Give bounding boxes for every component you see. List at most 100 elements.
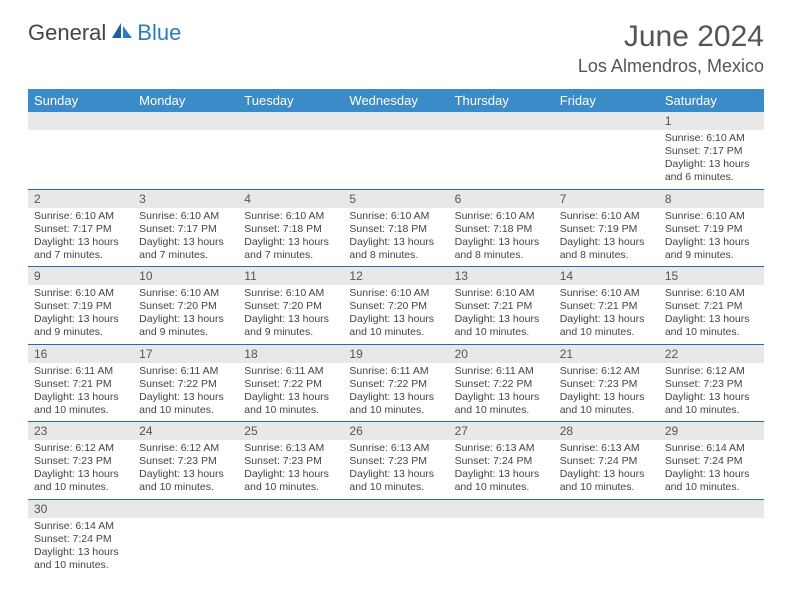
sunset-line: Sunset: 7:20 PM [244, 300, 337, 313]
day-number-cell: 7 [554, 189, 659, 208]
daylight-line: Daylight: 13 hours and 10 minutes. [244, 391, 337, 417]
weekday-header: Wednesday [343, 89, 448, 112]
day-content-cell: Sunrise: 6:13 AMSunset: 7:23 PMDaylight:… [343, 440, 448, 499]
day-content-cell: Sunrise: 6:13 AMSunset: 7:23 PMDaylight:… [238, 440, 343, 499]
sunrise-line: Sunrise: 6:10 AM [139, 210, 232, 223]
sunrise-line: Sunrise: 6:10 AM [34, 210, 127, 223]
sunset-line: Sunset: 7:24 PM [455, 455, 548, 468]
day-number-row: 30 [28, 499, 764, 518]
sunrise-line: Sunrise: 6:14 AM [665, 442, 758, 455]
sunset-line: Sunset: 7:24 PM [665, 455, 758, 468]
day-number-cell [238, 499, 343, 518]
daylight-line: Daylight: 13 hours and 10 minutes. [349, 468, 442, 494]
sunrise-line: Sunrise: 6:10 AM [34, 287, 127, 300]
daylight-line: Daylight: 13 hours and 10 minutes. [34, 468, 127, 494]
day-number-cell: 17 [133, 344, 238, 363]
sunset-line: Sunset: 7:21 PM [455, 300, 548, 313]
day-content-cell [133, 518, 238, 577]
day-number-cell: 2 [28, 189, 133, 208]
sunrise-line: Sunrise: 6:11 AM [244, 365, 337, 378]
daylight-line: Daylight: 13 hours and 10 minutes. [665, 468, 758, 494]
day-number-cell [133, 112, 238, 130]
weekday-header: Sunday [28, 89, 133, 112]
day-number-cell: 21 [554, 344, 659, 363]
daylight-line: Daylight: 13 hours and 10 minutes. [349, 313, 442, 339]
day-number-cell: 6 [449, 189, 554, 208]
weekday-header: Monday [133, 89, 238, 112]
sunset-line: Sunset: 7:20 PM [349, 300, 442, 313]
day-content-cell: Sunrise: 6:10 AMSunset: 7:17 PMDaylight:… [28, 208, 133, 267]
sunrise-line: Sunrise: 6:10 AM [665, 132, 758, 145]
day-content-cell [449, 518, 554, 577]
weekday-header-row: SundayMondayTuesdayWednesdayThursdayFrid… [28, 89, 764, 112]
sunrise-line: Sunrise: 6:13 AM [455, 442, 548, 455]
title-block: June 2024 Los Almendros, Mexico [578, 20, 764, 77]
sunrise-line: Sunrise: 6:10 AM [455, 287, 548, 300]
daylight-line: Daylight: 13 hours and 9 minutes. [139, 313, 232, 339]
day-number-cell [28, 112, 133, 130]
day-content-cell: Sunrise: 6:13 AMSunset: 7:24 PMDaylight:… [449, 440, 554, 499]
location: Los Almendros, Mexico [578, 56, 764, 77]
day-content-cell [343, 518, 448, 577]
sunset-line: Sunset: 7:19 PM [560, 223, 653, 236]
day-number-cell [554, 499, 659, 518]
day-content-cell: Sunrise: 6:12 AMSunset: 7:23 PMDaylight:… [133, 440, 238, 499]
day-number-cell: 20 [449, 344, 554, 363]
day-content-cell: Sunrise: 6:10 AMSunset: 7:18 PMDaylight:… [238, 208, 343, 267]
day-number-cell: 12 [343, 267, 448, 286]
day-content-cell: Sunrise: 6:11 AMSunset: 7:22 PMDaylight:… [343, 363, 448, 422]
sunrise-line: Sunrise: 6:10 AM [244, 210, 337, 223]
daylight-line: Daylight: 13 hours and 6 minutes. [665, 158, 758, 184]
day-number-cell [343, 499, 448, 518]
sunset-line: Sunset: 7:24 PM [34, 533, 127, 546]
day-content-cell: Sunrise: 6:14 AMSunset: 7:24 PMDaylight:… [659, 440, 764, 499]
daylight-line: Daylight: 13 hours and 9 minutes. [244, 313, 337, 339]
day-content-cell: Sunrise: 6:10 AMSunset: 7:21 PMDaylight:… [659, 285, 764, 344]
day-content-cell: Sunrise: 6:12 AMSunset: 7:23 PMDaylight:… [28, 440, 133, 499]
day-content-cell: Sunrise: 6:10 AMSunset: 7:20 PMDaylight:… [133, 285, 238, 344]
logo-text-blue: Blue [137, 20, 181, 46]
day-number-cell: 16 [28, 344, 133, 363]
day-number-cell [133, 499, 238, 518]
day-number-cell: 28 [554, 422, 659, 441]
day-content-cell: Sunrise: 6:10 AMSunset: 7:17 PMDaylight:… [659, 130, 764, 189]
daylight-line: Daylight: 13 hours and 8 minutes. [349, 236, 442, 262]
daylight-line: Daylight: 13 hours and 10 minutes. [349, 391, 442, 417]
day-number-row: 9101112131415 [28, 267, 764, 286]
sunset-line: Sunset: 7:21 PM [34, 378, 127, 391]
day-number-row: 2345678 [28, 189, 764, 208]
month-title: June 2024 [578, 20, 764, 54]
sunset-line: Sunset: 7:20 PM [139, 300, 232, 313]
day-content-cell: Sunrise: 6:10 AMSunset: 7:19 PMDaylight:… [554, 208, 659, 267]
day-content-cell [133, 130, 238, 189]
daylight-line: Daylight: 13 hours and 7 minutes. [244, 236, 337, 262]
day-number-cell: 24 [133, 422, 238, 441]
day-content-cell [449, 130, 554, 189]
day-content-cell: Sunrise: 6:10 AMSunset: 7:21 PMDaylight:… [554, 285, 659, 344]
sunrise-line: Sunrise: 6:14 AM [34, 520, 127, 533]
sunset-line: Sunset: 7:23 PM [244, 455, 337, 468]
day-content-cell [554, 518, 659, 577]
day-content-row: Sunrise: 6:14 AMSunset: 7:24 PMDaylight:… [28, 518, 764, 577]
day-content-row: Sunrise: 6:11 AM Sunset: 7:21 PM Daylight:… [28, 363, 764, 422]
day-number-cell: 25 [238, 422, 343, 441]
sunset-line: Sunset: 7:23 PM [665, 378, 758, 391]
day-content-cell [554, 130, 659, 189]
day-number-cell [449, 499, 554, 518]
day-number-cell: 4 [238, 189, 343, 208]
day-content-cell [238, 518, 343, 577]
sunrise-line: Sunrise: 6:10 AM [139, 287, 232, 300]
sunrise-line: Sunrise: 6:10 AM [665, 287, 758, 300]
sunrise-line: Sunrise: 6:10 AM [349, 287, 442, 300]
day-number-cell [554, 112, 659, 130]
day-number-cell: 18 [238, 344, 343, 363]
daylight-line: Daylight: 13 hours and 7 minutes. [34, 236, 127, 262]
sunset-line: Sunset: 7:21 PM [560, 300, 653, 313]
daylight-line: Daylight: 13 hours and 10 minutes. [560, 468, 653, 494]
day-content-cell: Sunrise: 6:10 AMSunset: 7:21 PMDaylight:… [449, 285, 554, 344]
day-number-row: 23242526272829 [28, 422, 764, 441]
day-content-row: Sunrise: 6:12 AMSunset: 7:23 PMDaylight:… [28, 440, 764, 499]
day-number-cell: 15 [659, 267, 764, 286]
day-number-cell: 22 [659, 344, 764, 363]
day-content-cell: Sunrise: 6:14 AMSunset: 7:24 PMDaylight:… [28, 518, 133, 577]
